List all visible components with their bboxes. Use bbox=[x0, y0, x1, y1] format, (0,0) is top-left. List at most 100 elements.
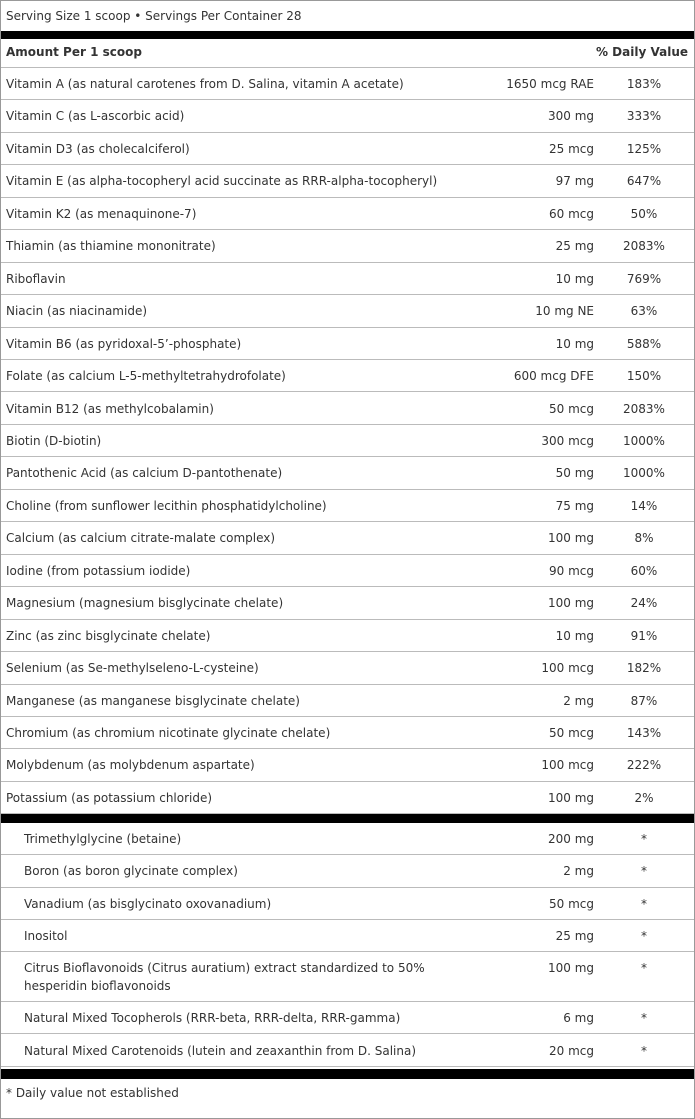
nutrient-name: Niacin (as niacinamide) bbox=[6, 304, 148, 319]
column-header: Amount Per 1 scoop % Daily Value bbox=[1, 39, 694, 68]
daily-value: 143% bbox=[626, 726, 662, 740]
nutrient-amount: 100 mg bbox=[547, 596, 594, 611]
daily-value: * bbox=[641, 864, 647, 879]
daily-value: 333% bbox=[626, 109, 662, 124]
nutrient-row: Thiamin (as thiamine mononitrate) 25 mg 20… bbox=[1, 230, 694, 263]
nutrient-amount: 600 mcg DFE bbox=[513, 369, 594, 384]
nutrient-name: Chromium (as chromium nicotinate glycina… bbox=[6, 726, 331, 740]
nutrient-row: Molybdenum (as molybdenum aspartate) 100 … bbox=[1, 749, 694, 782]
nutrient-row: Selenium (as Se-methylseleno-L-cysteine)… bbox=[1, 652, 694, 685]
nutrient-row: Pantothenic Acid (as calcium D-pantothen… bbox=[1, 457, 694, 490]
nutrient-name: Vitamin E (as alpha-tocopheryl acid succ… bbox=[6, 174, 438, 189]
nutrient-row: Riboflavin 10 mg 769% bbox=[1, 263, 694, 296]
nutrient-row: Magnesium (magnesium bisglycinate chelat… bbox=[1, 587, 694, 620]
nutrient-name: Vitamin B12 (as methylcobalamin) bbox=[6, 401, 214, 416]
daily-value: 50% bbox=[630, 206, 658, 221]
ingredient-row: Inositol 25 mg * bbox=[1, 920, 694, 953]
thick-rule bbox=[1, 814, 694, 823]
ingredient-amount: 200 mg bbox=[547, 832, 594, 846]
ingredient-amount: 100 mg bbox=[547, 961, 594, 976]
nutrient-amount: 25 mcg bbox=[549, 141, 594, 156]
nutrient-amount: 75 mg bbox=[555, 498, 594, 513]
nutrient-name: Molybdenum (as molybdenum aspartate) bbox=[6, 758, 255, 773]
amount-header: Amount Per 1 scoop bbox=[6, 45, 142, 59]
nutrient-name: Selenium (as Se-methylseleno-L-cysteine) bbox=[6, 661, 259, 676]
ingredient-name: Trimethylglycine (betaine) bbox=[24, 832, 182, 846]
nutrient-name: Vitamin D3 (as cholecalciferol) bbox=[6, 141, 190, 156]
nutrient-row: Niacin (as niacinamide) 10 mg NE 63% bbox=[1, 295, 694, 328]
nutrient-name: Calcium (as calcium citrate-malate compl… bbox=[6, 531, 276, 546]
nutrient-name: Iodine (from potassium iodide) bbox=[6, 563, 191, 578]
daily-value: 24% bbox=[630, 596, 658, 611]
nutrient-amount: 100 mcg bbox=[541, 758, 594, 773]
nutrient-name: Vitamin B6 (as pyridoxal-5’-phosphate) bbox=[6, 336, 242, 351]
nutrient-row: Potassium (as potassium chloride) 100 mg 2… bbox=[1, 782, 694, 815]
daily-value: * bbox=[641, 896, 647, 911]
nutrient-amount: 90 mcg bbox=[549, 563, 594, 578]
nutrient-amount: 10 mg bbox=[555, 336, 594, 351]
ingredient-name: Boron (as boron glycinate complex) bbox=[24, 864, 238, 879]
nutrient-name: Pantothenic Acid (as calcium D-pantothen… bbox=[6, 466, 283, 481]
nutrient-amount: 1650 mcg RAE bbox=[506, 77, 594, 91]
ingredient-row: Citrus Bioflavonoids (Citrus auratium) e… bbox=[1, 952, 694, 1003]
ingredient-name: Natural Mixed Carotenoids (lutein and ze… bbox=[24, 1043, 417, 1058]
ingredient-row: Vanadium (as bisglycinato oxovanadium) 50… bbox=[1, 888, 694, 920]
nutrient-row: Calcium (as calcium citrate-malate compl… bbox=[1, 522, 694, 555]
nutrient-name: Vitamin K2 (as menaquinone-7) bbox=[6, 206, 197, 221]
nutrient-name: Magnesium (magnesium bisglycinate chelat… bbox=[6, 596, 284, 611]
nutrient-name: Vitamin C (as L-ascorbic acid) bbox=[6, 109, 185, 124]
ingredient-amount: 2 mg bbox=[563, 864, 594, 879]
nutrient-amount: 50 mg bbox=[555, 466, 594, 481]
nutrient-name: Zinc (as zinc bisglycinate chelate) bbox=[6, 628, 211, 643]
nutrient-name: Vitamin A (as natural carotenes from D. … bbox=[6, 77, 404, 91]
nutrient-amount: 100 mg bbox=[547, 790, 594, 805]
nutrient-amount: 10 mg NE bbox=[535, 304, 594, 319]
daily-value: 769% bbox=[626, 271, 662, 286]
daily-value: 1000% bbox=[623, 433, 665, 448]
nutrient-name: Biotin (D-biotin) bbox=[6, 433, 102, 448]
daily-value: 91% bbox=[630, 628, 658, 643]
nutrient-amount: 2 mg bbox=[563, 693, 594, 708]
nutrient-amount: 10 mg bbox=[555, 628, 594, 643]
nutrient-row: Vitamin A (as natural carotenes from D. … bbox=[1, 68, 694, 101]
nutrient-amount: 100 mcg bbox=[541, 661, 594, 676]
nutrient-row: Vitamin B6 (as pyridoxal-5’-phosphate) 10… bbox=[1, 328, 694, 361]
daily-value: 8% bbox=[634, 531, 654, 546]
nutrient-amount: 100 mg bbox=[547, 531, 594, 546]
nutrient-name: Manganese (as manganese bisglycinate che… bbox=[6, 693, 300, 708]
footnote: * Daily value not established bbox=[6, 1086, 179, 1100]
nutrient-row: Chromium (as chromium nicotinate glycina… bbox=[1, 717, 694, 750]
ingredient-amount: 6 mg bbox=[563, 1011, 594, 1026]
ingredient-name: Citrus Bioflavonoids (Citrus auratium) e… bbox=[24, 961, 425, 994]
nutrient-row: Manganese (as manganese bisglycinate che… bbox=[1, 685, 694, 717]
ingredient-name: Vanadium (as bisglycinato oxovanadium) bbox=[24, 896, 272, 911]
ingredient-row: Natural Mixed Tocopherols (RRR-beta, RRR… bbox=[1, 1002, 694, 1035]
daily-value: 87% bbox=[630, 693, 658, 708]
nutrient-name: Riboflavin bbox=[6, 271, 66, 286]
nutrient-row: Vitamin D3 (as cholecalciferol) 25 mcg 125… bbox=[1, 133, 694, 166]
daily-value: 588% bbox=[626, 336, 662, 351]
daily-value: * bbox=[641, 928, 647, 943]
daily-value: 2% bbox=[634, 790, 654, 805]
daily-value: 63% bbox=[630, 304, 658, 319]
nutrient-name: Folate (as calcium L-5-methyltetrahydrof… bbox=[6, 369, 286, 384]
nutrient-amount: 25 mg bbox=[555, 239, 594, 254]
nutrient-row: Iodine (from potassium iodide) 90 mcg 60% bbox=[1, 555, 694, 588]
nutrient-row: Vitamin C (as L-ascorbic acid) 300 mg 333% bbox=[1, 100, 694, 133]
daily-value: 150% bbox=[626, 369, 662, 384]
daily-value: 182% bbox=[626, 661, 662, 676]
nutrient-amount: 300 mcg bbox=[541, 433, 594, 448]
ingredient-row: Boron (as boron glycinate complex) 2 mg * bbox=[1, 855, 694, 888]
ingredient-row: Trimethylglycine (betaine) 200 mg * bbox=[1, 823, 694, 856]
nutrient-row: Zinc (as zinc bisglycinate chelate) 10 mg… bbox=[1, 620, 694, 653]
dv-header: % Daily Value bbox=[595, 45, 688, 59]
nutrient-row: Biotin (D-biotin) 300 mcg 1000% bbox=[1, 425, 694, 458]
daily-value: 125% bbox=[626, 141, 662, 156]
nutrient-amount: 10 mg bbox=[555, 271, 594, 286]
daily-value: * bbox=[641, 832, 647, 846]
daily-value: 1000% bbox=[623, 466, 665, 481]
nutrient-name: Thiamin (as thiamine mononitrate) bbox=[6, 239, 216, 254]
daily-value: 183% bbox=[626, 77, 662, 91]
ingredient-amount: 50 mcg bbox=[549, 896, 594, 911]
